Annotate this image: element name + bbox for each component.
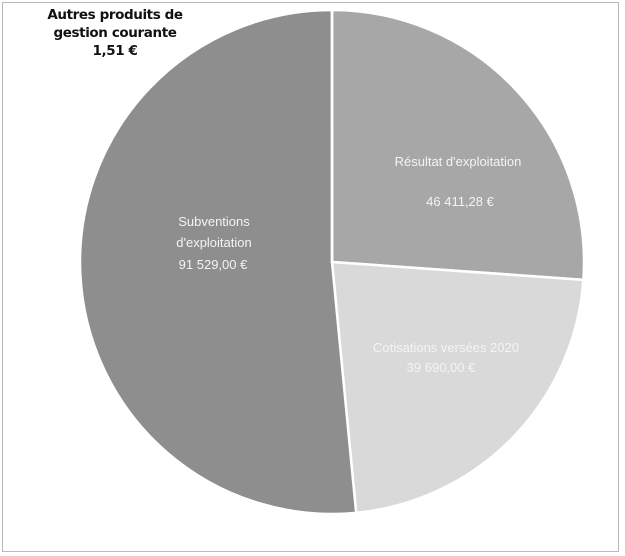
external-label-autres-produits: Autres produits de gestion courante 1,51… [40, 6, 190, 60]
slice-label-cotisations-value: 39 690,00 € [407, 360, 476, 375]
pie-slice-resultat-d-exploitation [330, 8, 586, 282]
autres-label-line-1: Autres produits de [47, 7, 183, 23]
slice-label-subventions-value: 91 529,00 € [179, 257, 248, 272]
autres-label-value: 1,51 € [92, 43, 138, 59]
slice-label-cotisations-name: Cotisations versées 2020 [373, 340, 519, 355]
pie-slice-cotisations-versees-2020 [330, 260, 585, 515]
pie-slices [78, 8, 586, 516]
slice-label-subventions-name-1: Subventions [178, 214, 250, 229]
slice-label-resultat-name: Résultat d'exploitation [395, 154, 522, 169]
slice-label-resultat-value: 46 411,28 € [426, 194, 494, 209]
autres-label-line-2: gestion courante [53, 25, 177, 41]
slice-label-subventions-name-2: d'exploitation [176, 235, 251, 250]
pie-slice-subventions-d-exploitation [78, 8, 358, 516]
